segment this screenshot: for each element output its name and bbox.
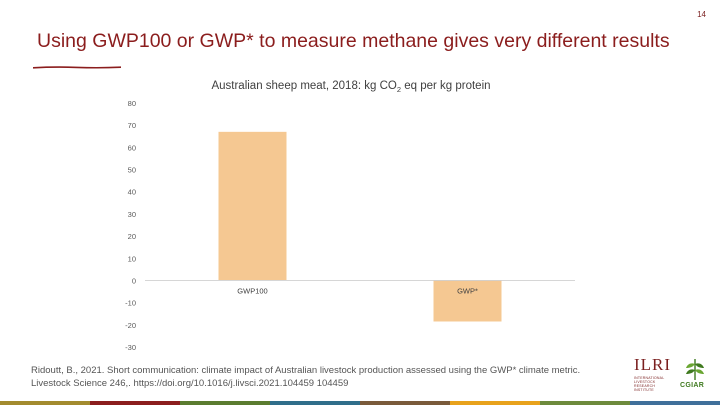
bar-chart: Australian sheep meat, 2018: kg CO2 eq p…	[125, 80, 575, 352]
footer-color-segment	[180, 401, 270, 405]
bar-gwp100	[218, 131, 287, 281]
title-underline	[33, 66, 121, 69]
y-tick-label: 70	[128, 121, 136, 130]
y-tick-label: -20	[125, 321, 136, 330]
y-axis-tick-labels: 80 70 60 50 40 30 20 10 0 -10 -20 -30	[125, 99, 136, 352]
x-category-label: GWP*	[457, 286, 478, 295]
slide-number: 14	[697, 10, 706, 19]
ilri-logo-subtext: INTERNATIONAL LIVESTOCK RESEARCH INSTITU…	[634, 376, 665, 392]
reference-line-1: Ridoutt, B., 2021. Short communication: …	[31, 365, 581, 376]
y-tick-label: 20	[128, 232, 136, 241]
x-category-label: GWP100	[237, 286, 267, 295]
footer-color-segment	[540, 401, 630, 405]
footer-color-bar	[0, 401, 720, 405]
chart-title: Australian sheep meat, 2018: kg CO2 eq p…	[211, 80, 490, 94]
y-tick-label: 40	[128, 188, 136, 197]
bars	[218, 131, 502, 322]
footer-color-segment	[90, 401, 180, 405]
cgiar-logo: CGIAR	[680, 382, 705, 389]
y-tick-label: -30	[125, 343, 136, 352]
footer-color-segment	[450, 401, 540, 405]
y-tick-label: 80	[128, 99, 136, 108]
bar-gwp-star	[433, 280, 502, 322]
cgiar-leaf-icon	[686, 359, 704, 381]
footer-color-segment	[270, 401, 360, 405]
y-tick-label: 60	[128, 143, 136, 152]
reference-citation: Ridoutt, B., 2021. Short communication: …	[31, 364, 606, 390]
y-tick-label: -10	[125, 299, 136, 308]
y-tick-label: 50	[128, 166, 136, 175]
footer-color-segment	[360, 401, 450, 405]
footer-color-segment	[0, 401, 90, 405]
ilri-logo: ILRI	[634, 355, 672, 374]
x-axis-category-labels: GWP100 GWP*	[237, 286, 478, 295]
footer-color-segment	[630, 401, 720, 405]
y-tick-label: 30	[128, 210, 136, 219]
slide-title: Using GWP100 or GWP* to measure methane …	[37, 30, 670, 52]
reference-line-2: Livestock Science 246,. https://doi.org/…	[31, 378, 349, 389]
y-tick-label: 10	[128, 254, 136, 263]
y-tick-label: 0	[132, 276, 136, 285]
